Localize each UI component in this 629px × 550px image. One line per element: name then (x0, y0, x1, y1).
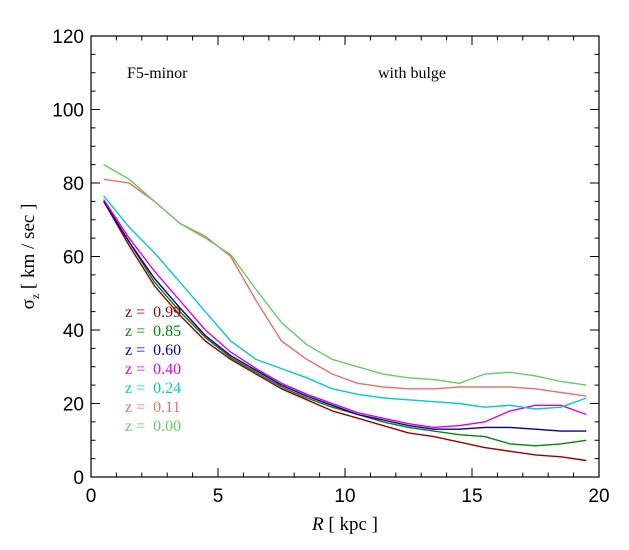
legend-entry-6: z = 0.00 (125, 418, 181, 435)
x-axis-title: R [ kpc ] (311, 514, 378, 535)
series-line-0 (103, 201, 587, 462)
y-axis-title: σz [ km / sec ] (18, 204, 42, 310)
annotation-bulge: with bulge (378, 65, 446, 82)
legend-entry-1: z = 0.85 (125, 323, 181, 340)
y-axis-symbol: σ (18, 299, 39, 309)
y-tick-label: 80 (63, 174, 84, 195)
legend: z = 0.99 z = 0.85 z = 0.60 z = 0.40 z = 0.24… (125, 304, 181, 435)
legend-entry-4: z = 0.24 (125, 380, 181, 397)
y-tick-label: 60 (63, 248, 84, 269)
series-line-3 (103, 199, 587, 429)
y-tick-label: 20 (63, 395, 84, 416)
series-line-4 (103, 195, 587, 410)
series-line-6 (103, 163, 587, 386)
x-tick-label: 0 (86, 486, 97, 507)
y-axis-unit: [ km / sec ] (18, 204, 39, 294)
legend-entry-2: z = 0.60 (125, 342, 181, 359)
series-layer (103, 163, 587, 462)
y-tick-label: 120 (52, 27, 84, 48)
y-axis-subscript: z (28, 294, 42, 299)
y-tick-label: 100 (52, 101, 84, 122)
labels-layer: 0 5 10 15 20 0 20 40 60 80 100 120 (52, 27, 609, 507)
ticks-layer (90, 35, 600, 478)
legend-entry-0: z = 0.99 (125, 304, 181, 321)
legend-entry-5: z = 0.11 (125, 399, 181, 416)
series-line-2 (103, 201, 587, 432)
x-tick-label: 10 (334, 486, 355, 507)
annotation-model: F5-minor (127, 65, 188, 82)
x-tick-label: 20 (588, 486, 609, 507)
x-tick-label: 15 (461, 486, 482, 507)
x-tick-label: 5 (213, 486, 224, 507)
y-tick-label: 40 (63, 321, 84, 342)
legend-entry-3: z = 0.40 (125, 361, 181, 378)
y-tick-label: 0 (73, 468, 84, 489)
series-line-1 (103, 201, 587, 447)
x-axis-unit: [ kpc ] (324, 514, 378, 535)
x-axis-symbol: R (311, 514, 324, 535)
